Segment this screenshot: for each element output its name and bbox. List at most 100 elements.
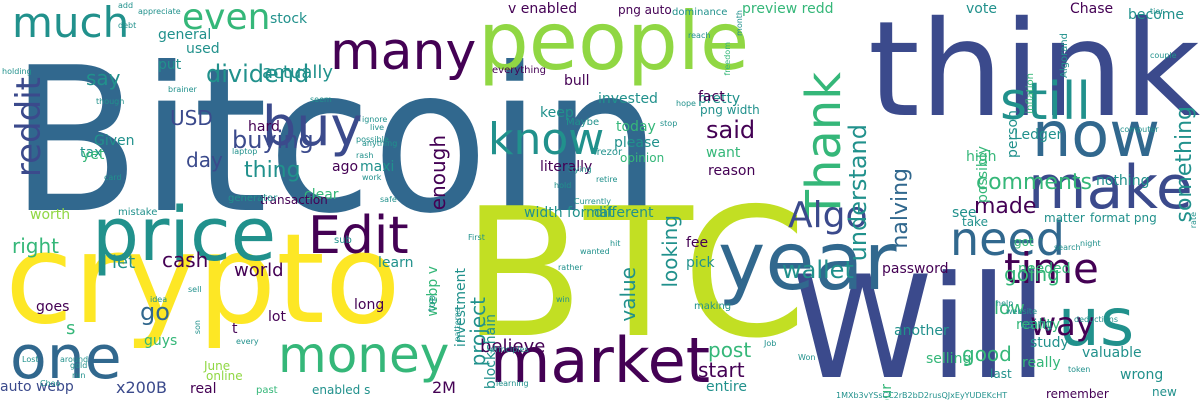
cloud-word: 2M — [432, 378, 456, 397]
cloud-word: make — [1028, 153, 1193, 223]
cloud-word: s — [66, 318, 76, 339]
cloud-word: password — [882, 261, 949, 277]
cloud-word: Currently — [574, 197, 612, 206]
cloud-word: Won — [798, 353, 816, 362]
cloud-word: live — [370, 123, 385, 132]
cloud-word: run — [72, 371, 86, 380]
cloud-word: thing — [244, 158, 301, 183]
cloud-word: much — [12, 0, 130, 47]
cloud-word: another — [894, 323, 949, 339]
cloud-word: token — [1068, 365, 1091, 374]
cloud-word: go — [140, 298, 170, 326]
cloud-word: patterns — [453, 308, 462, 342]
cloud-word: x200B — [116, 378, 167, 397]
cloud-word: Algo — [788, 195, 868, 236]
cloud-word: holding — [2, 67, 32, 76]
cloud-word: looking — [658, 215, 682, 288]
cloud-word: Algorand — [1059, 33, 1070, 79]
cloud-word: buy — [262, 95, 363, 158]
cloud-word: past — [256, 385, 278, 396]
cloud-word: format png — [1090, 211, 1157, 225]
cloud-word: USD — [170, 106, 213, 130]
cloud-word: going — [1004, 262, 1060, 286]
cloud-word: appreciate — [138, 7, 181, 16]
cloud-word: fee — [686, 235, 709, 251]
cloud-word: today — [616, 119, 656, 135]
cloud-word: many — [330, 22, 477, 82]
cloud-word: learn — [378, 255, 414, 271]
cloud-word: study — [1030, 335, 1069, 351]
cloud-word: hold — [554, 181, 572, 190]
cloud-word: idea — [150, 295, 168, 304]
cloud-word: value — [616, 267, 640, 322]
cloud-word: auto webp — [0, 379, 74, 395]
cloud-word: Edit — [308, 206, 409, 266]
cloud-word: comments — [976, 170, 1092, 195]
cloud-word: crypto — [5, 208, 401, 352]
cloud-word: First — [468, 233, 485, 242]
cloud-word: preview redd — [742, 1, 834, 17]
cloud-word: keep — [540, 105, 574, 121]
cloud-word: bull — [564, 73, 590, 89]
cloud-word: search — [1054, 243, 1081, 252]
cloud-word: couple — [1150, 51, 1177, 60]
cloud-word: tax — [80, 145, 103, 161]
cloud-word: people — [478, 0, 750, 88]
cloud-word: goes — [36, 299, 70, 315]
cloud-word: lot — [268, 309, 286, 325]
cloud-word: clear — [304, 187, 339, 203]
cloud-word: t — [232, 321, 238, 337]
cloud-word: win — [556, 295, 570, 304]
cloud-word: really — [1022, 355, 1061, 371]
cloud-word: needed — [1018, 261, 1071, 277]
cloud-word: long — [354, 297, 385, 313]
cloud-word: money — [278, 326, 450, 384]
cloud-word: Chase — [1070, 1, 1114, 17]
cloud-word: June — [204, 359, 231, 373]
cloud-word: wanted — [580, 247, 610, 256]
cloud-word: see — [952, 205, 977, 221]
cloud-word: high — [966, 149, 997, 165]
cloud-word: price — [92, 192, 277, 278]
cloud-word: pretty — [698, 91, 741, 107]
cloud-word: Lost — [22, 355, 39, 364]
cloud-word: every — [236, 337, 259, 346]
cloud-word: deductions — [1074, 315, 1119, 324]
cloud-word: vote — [966, 1, 997, 17]
cloud-word: still — [1000, 72, 1091, 132]
cloud-word: website — [1006, 307, 1037, 316]
cloud-word: nothing — [1096, 173, 1150, 189]
cloud-word: said — [706, 116, 756, 144]
cloud-word: stock — [270, 11, 308, 27]
cloud-word: please — [614, 135, 660, 151]
cloud-word: halving — [888, 168, 913, 249]
cloud-word: cash — [162, 248, 209, 272]
cloud-word: low — [994, 298, 1025, 319]
cloud-word: top — [427, 295, 438, 312]
cloud-word: take — [962, 215, 988, 229]
cloud-word: help — [996, 299, 1014, 308]
cloud-word: card — [104, 173, 122, 182]
cloud-word: Choo — [40, 379, 61, 388]
cloud-word: stop — [660, 119, 678, 128]
cloud-word: right — [12, 234, 59, 258]
cloud-word: matter — [1044, 211, 1085, 225]
cloud-word: time — [1004, 244, 1099, 293]
cloud-word: son — [193, 320, 202, 335]
cloud-word: Bitcoin — [10, 25, 662, 258]
cloud-word: png auto — [618, 3, 672, 17]
cloud-word: seem — [310, 95, 332, 104]
cloud-word: generator — [228, 193, 278, 204]
cloud-word: new — [1152, 385, 1177, 399]
cloud-word: even — [182, 0, 271, 38]
cloud-word: market — [490, 324, 711, 397]
cloud-word: reality — [1016, 317, 1061, 333]
cloud-word: literally — [540, 159, 593, 175]
cloud-word: real — [190, 381, 217, 397]
cloud-word: entire — [706, 379, 747, 395]
cloud-word: online — [206, 369, 243, 383]
cloud-word: reddit — [9, 77, 49, 178]
cloud-word: tier — [1150, 7, 1164, 16]
cloud-word: Trezor — [592, 147, 623, 158]
cloud-word: freedom — [723, 42, 732, 76]
